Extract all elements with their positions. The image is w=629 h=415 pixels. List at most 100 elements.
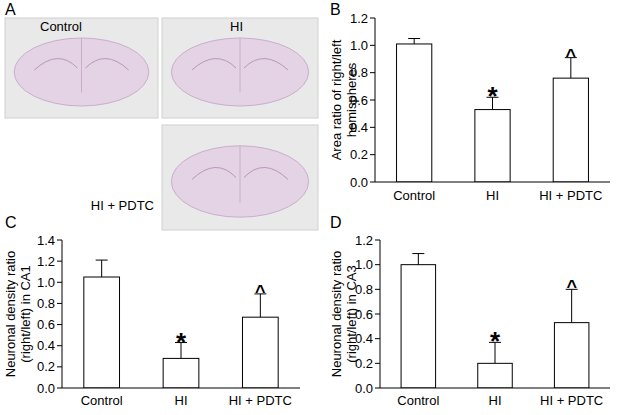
tick-mark bbox=[370, 45, 375, 46]
category-label: Control bbox=[81, 393, 123, 408]
category-label: Control bbox=[397, 393, 439, 408]
panel-label: C bbox=[5, 214, 17, 231]
tick-mark bbox=[57, 282, 62, 283]
image-caption: HI bbox=[230, 19, 243, 34]
bar bbox=[401, 265, 436, 388]
tick-mark bbox=[370, 127, 375, 128]
tick-label: 0.8 bbox=[37, 296, 55, 311]
category-label: HI + PDTC bbox=[229, 393, 292, 408]
category-label: HI + PDTC bbox=[539, 188, 602, 203]
image-panel bbox=[162, 18, 318, 118]
axis-label: (right/left) in CA1 bbox=[18, 265, 33, 363]
bar bbox=[242, 317, 278, 388]
significance-mark: ^ bbox=[255, 282, 266, 302]
x-axis bbox=[375, 182, 610, 183]
tick-mark bbox=[375, 388, 380, 389]
bar-chart: BArea ratio of right/lefthemispheres0.00… bbox=[329, 1, 610, 203]
hippocampus bbox=[244, 59, 288, 70]
y-axis bbox=[375, 18, 376, 182]
y-axis bbox=[380, 240, 381, 388]
figure: A Control HI HI + PDTC B Area ratio of right/… bbox=[0, 0, 629, 415]
tick-mark bbox=[375, 240, 380, 241]
marks bbox=[397, 39, 589, 183]
tick-label: 0.2 bbox=[350, 147, 368, 162]
tick-label: 0.4 bbox=[355, 331, 373, 346]
tick-mark bbox=[370, 18, 375, 19]
image-panel bbox=[5, 18, 158, 118]
tick-mark bbox=[375, 338, 380, 339]
hippocampus bbox=[192, 167, 236, 179]
tick-label: 0.2 bbox=[355, 356, 373, 371]
tick-label: 1.0 bbox=[355, 257, 373, 272]
bar bbox=[553, 78, 588, 182]
midline bbox=[81, 38, 82, 92]
tick-label: 0.0 bbox=[37, 381, 55, 396]
tick-mark bbox=[375, 289, 380, 290]
panel-label: D bbox=[330, 214, 342, 231]
tick-label: 0.6 bbox=[355, 307, 373, 322]
tick-label: 0.4 bbox=[350, 120, 368, 135]
tick-label: 1.0 bbox=[37, 275, 55, 290]
tick-label: 0.8 bbox=[350, 65, 368, 80]
significance-mark: * bbox=[176, 327, 187, 357]
bar bbox=[554, 323, 589, 388]
significance-mark: * bbox=[490, 326, 501, 356]
tick-mark bbox=[57, 345, 62, 346]
significance-mark: ^ bbox=[566, 277, 577, 297]
background bbox=[0, 0, 629, 415]
tick-label: 1.2 bbox=[355, 233, 373, 248]
marks bbox=[401, 254, 589, 388]
category-label: HI + PDTC bbox=[540, 393, 603, 408]
tick-mark bbox=[370, 154, 375, 155]
tick-label: 1.2 bbox=[37, 254, 55, 269]
midline bbox=[240, 146, 241, 203]
tick-mark bbox=[57, 303, 62, 304]
hippocampus bbox=[244, 167, 288, 179]
tick-label: 1.0 bbox=[350, 38, 368, 53]
bar-chart: DNeuronal density ratio(right/left) in C… bbox=[329, 214, 610, 408]
marks bbox=[84, 260, 278, 388]
axis-label: Area ratio of right/left bbox=[329, 39, 344, 160]
category-label: HI bbox=[486, 188, 499, 203]
tick-label: 0.8 bbox=[355, 282, 373, 297]
brain-section bbox=[14, 38, 149, 106]
hippocampus bbox=[86, 59, 129, 70]
image-caption: HI + PDTC bbox=[91, 198, 154, 213]
tick-mark bbox=[370, 72, 375, 73]
image-panel bbox=[162, 125, 318, 230]
category-label: HI bbox=[175, 393, 188, 408]
tick-mark bbox=[375, 264, 380, 265]
tick-mark bbox=[370, 100, 375, 101]
tick-mark bbox=[57, 324, 62, 325]
bar-chart: CNeuronal density ratio(right/left) in C… bbox=[3, 214, 300, 408]
tick-mark bbox=[375, 314, 380, 315]
significance-mark: * bbox=[487, 81, 498, 111]
error-bar bbox=[96, 260, 108, 277]
panel-label: A bbox=[5, 1, 16, 18]
tick-label: 0.0 bbox=[350, 175, 368, 190]
tick-label: 0.4 bbox=[37, 338, 55, 353]
tick-label: 1.2 bbox=[350, 11, 368, 26]
category-label: Control bbox=[393, 188, 435, 203]
tick-label: 0.2 bbox=[37, 359, 55, 374]
tick-mark bbox=[57, 261, 62, 262]
significance-mark: ^ bbox=[566, 46, 577, 66]
tick-mark bbox=[370, 182, 375, 183]
tick-label: 0.6 bbox=[37, 317, 55, 332]
tick-label: 0.6 bbox=[350, 93, 368, 108]
error-bar bbox=[412, 254, 424, 265]
tick-mark bbox=[375, 363, 380, 364]
axis-label: Neuronal density ratio bbox=[329, 251, 344, 377]
x-axis bbox=[380, 388, 610, 389]
bar bbox=[163, 358, 199, 388]
brain-section bbox=[171, 38, 308, 106]
panel-label: B bbox=[330, 1, 341, 18]
error-bar bbox=[408, 39, 420, 44]
hippocampus bbox=[192, 59, 236, 70]
x-axis bbox=[62, 388, 300, 389]
image-background bbox=[162, 18, 318, 118]
y-axis bbox=[62, 240, 63, 388]
bar bbox=[84, 277, 120, 388]
tick-mark bbox=[57, 388, 62, 389]
image-background bbox=[162, 125, 318, 230]
